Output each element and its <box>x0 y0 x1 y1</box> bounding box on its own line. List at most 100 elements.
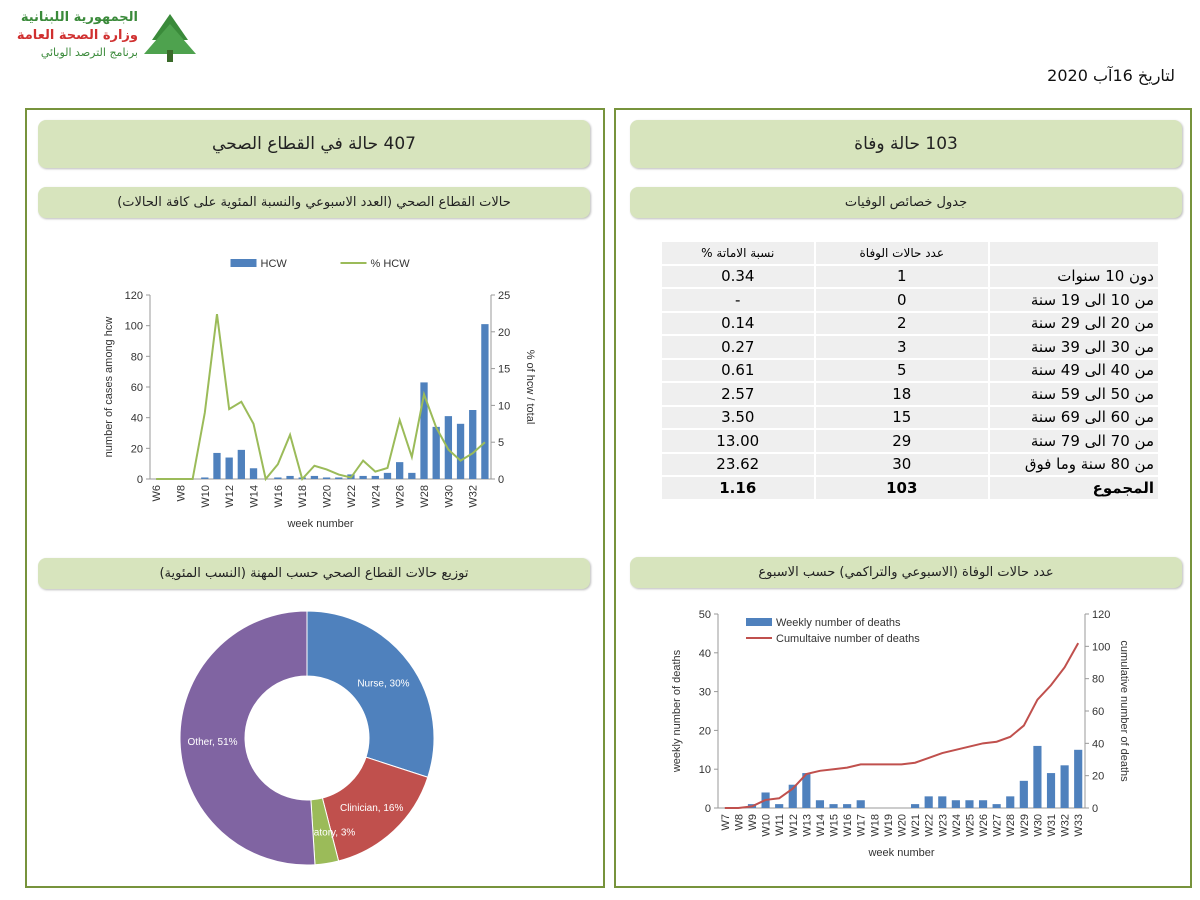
slice-label: Clinician, 16% <box>340 803 403 814</box>
y2-tick-label: 0 <box>1092 803 1098 815</box>
row-label: من 50 الى 59 سنة <box>988 381 1160 407</box>
table-cell: 1 <box>813 263 991 289</box>
bar <box>978 800 988 808</box>
pie-slice <box>306 610 435 778</box>
x-tick-label: W21 <box>910 814 922 837</box>
profession-pie: Nurse, 30% Clinician, 16% Laboratory, 3% Ot… <box>179 610 435 866</box>
table-cell: 0.61 <box>660 357 816 383</box>
y-tick-label: 0 <box>137 474 143 486</box>
legend-label: Cumultaive number of deaths <box>776 633 920 645</box>
bar <box>201 477 209 479</box>
report-date: لتاريخ 16آب 2020 <box>1047 66 1175 85</box>
table-cell: 0 <box>813 287 991 313</box>
bar <box>775 804 784 808</box>
x-tick-label: W28 <box>419 485 431 508</box>
x-tick-label: W23 <box>937 814 949 837</box>
bar <box>924 796 933 808</box>
x-tick-label: W10 <box>200 485 212 508</box>
row-label: من 80 سنة وما فوق <box>988 451 1160 477</box>
x-tick-label: W7 <box>720 814 732 831</box>
x-tick-label: W25 <box>964 814 976 837</box>
bar <box>1060 765 1069 808</box>
bar <box>286 475 294 479</box>
table-cell: 1.16 <box>660 475 816 501</box>
row-label: من 40 الى 49 سنة <box>988 357 1160 383</box>
table-cell: 3 <box>813 334 991 360</box>
bar <box>911 804 920 808</box>
y2-tick-label: 10 <box>498 400 510 412</box>
x-tick-label: W20 <box>897 814 909 837</box>
bar <box>938 796 947 808</box>
column-header: عدد حالات الوفاة <box>813 240 991 266</box>
bar <box>335 477 343 479</box>
bar <box>829 804 838 808</box>
x-tick-label: W30 <box>443 485 455 508</box>
table-cell: - <box>660 287 816 313</box>
line-series <box>724 642 1080 809</box>
slice-label: Laboratory, 3% <box>288 827 355 838</box>
legend-label: % HCW <box>371 258 411 270</box>
x-tick-label: W19 <box>883 814 895 837</box>
deaths-section-title: عدد حالات الوفاة (الاسبوعي والتراكمي) حس… <box>630 557 1182 588</box>
bar <box>1074 749 1083 808</box>
table-cell: 29 <box>813 428 991 454</box>
table-row: المجموع 103 1.16 <box>660 475 1160 501</box>
bar <box>469 410 477 479</box>
table-cell: 30 <box>813 451 991 477</box>
y-tick-label: 80 <box>131 351 143 363</box>
x-tick-label: W18 <box>297 485 309 508</box>
bar <box>371 475 379 479</box>
bar <box>322 477 331 479</box>
table-section-title: جدول خصائص الوفيات <box>630 187 1182 218</box>
x-tick-label: W15 <box>829 814 841 837</box>
bar <box>992 804 1001 808</box>
table-cell: 13.00 <box>660 428 816 454</box>
table-cell: 18 <box>813 381 991 407</box>
table-row: من 80 سنة وما فوق 30 23.62 <box>660 451 1160 477</box>
x-tick-label: W11 <box>774 814 786 836</box>
table-row: دون 10 سنوات 1 0.34 <box>660 263 1160 289</box>
bar <box>396 462 404 479</box>
hcw-section-title: حالات القطاع الصحي (العدد الاسبوعي والنس… <box>38 187 590 218</box>
row-label: من 30 الى 39 سنة <box>988 334 1160 360</box>
table-cell: 0.34 <box>660 263 816 289</box>
bar <box>1019 780 1028 808</box>
table-cell: 103 <box>813 475 991 501</box>
bar <box>408 472 416 479</box>
x-tick-label: W18 <box>869 814 881 837</box>
x-tick-label: W8 <box>175 485 187 502</box>
table-cell: 2.57 <box>660 381 816 407</box>
y-tick-label: 100 <box>125 321 143 333</box>
bar <box>383 472 392 479</box>
x-tick-label: W31 <box>1046 814 1058 837</box>
x-tick-label: W16 <box>273 485 285 508</box>
y-tick-label: 20 <box>699 725 711 737</box>
x-tick-label: W32 <box>468 485 480 508</box>
table-row: من 70 الى 79 سنة 29 13.00 <box>660 428 1160 454</box>
row-label: من 20 الى 29 سنة <box>988 310 1160 336</box>
y-axis-title: weekly number of deaths <box>671 649 683 773</box>
x-tick-label: W16 <box>842 814 854 837</box>
y2-tick-label: 15 <box>498 364 510 376</box>
x-tick-label: W17 <box>856 814 868 837</box>
table-cell: 0.14 <box>660 310 816 336</box>
x-tick-label: W14 <box>249 485 261 508</box>
hcw-chart: 0 20 40 60 80 100 120 0 5 10 15 20 25 W6 W8 W10 W12 W14 W1… <box>103 258 536 530</box>
table-row: من 60 الى 69 سنة 15 3.50 <box>660 404 1160 430</box>
x-tick-label: W12 <box>224 485 236 508</box>
row-label: من 70 الى 79 سنة <box>988 428 1160 454</box>
y-tick-label: 50 <box>699 609 711 621</box>
y2-tick-label: 80 <box>1092 674 1104 686</box>
column-header: نسبة الاماتة % <box>660 240 816 266</box>
left-panel <box>25 108 605 888</box>
table-cell: 15 <box>813 404 991 430</box>
y2-tick-label: 20 <box>1092 771 1104 783</box>
logo-line1: الجمهورية اللبنانية <box>20 10 138 25</box>
x-axis-title: week number <box>867 847 934 859</box>
bar <box>843 804 852 808</box>
y-tick-label: 10 <box>699 764 711 776</box>
x-tick-label: W13 <box>801 814 813 837</box>
row-label: من 10 الى 19 سنة <box>988 287 1160 313</box>
